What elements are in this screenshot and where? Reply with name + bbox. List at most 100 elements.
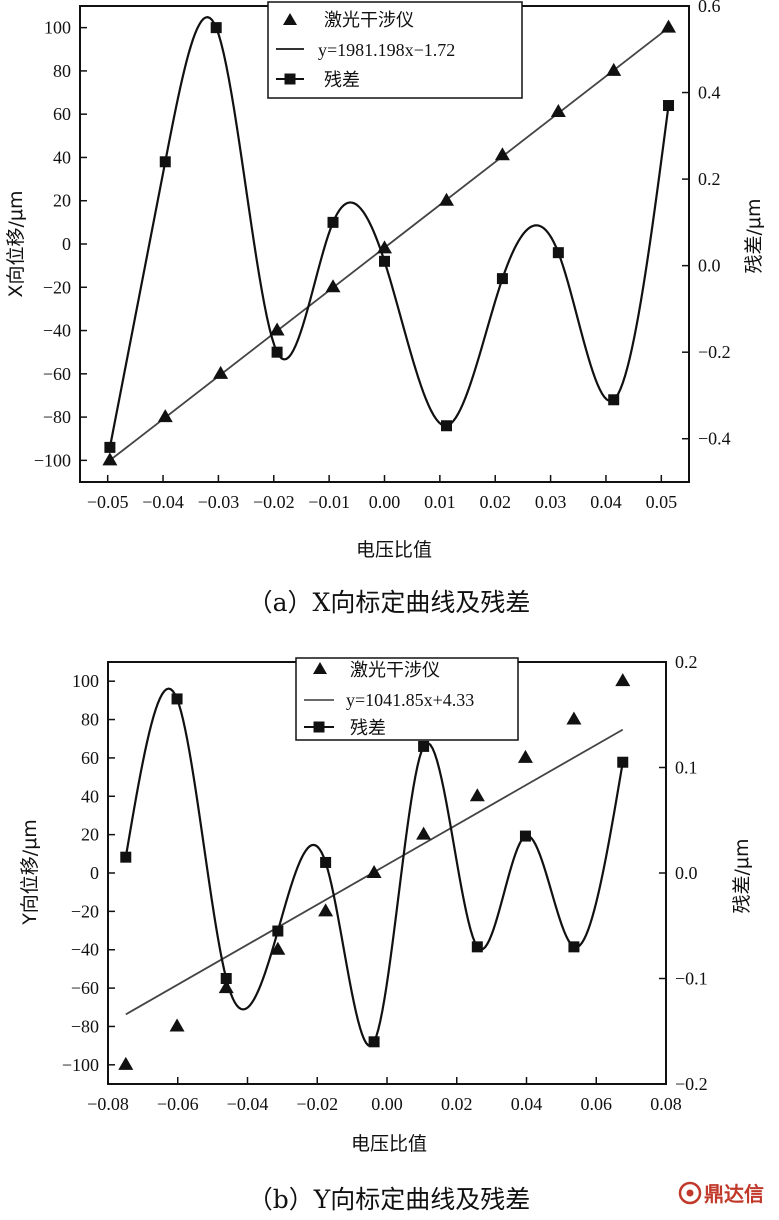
laser-point	[439, 192, 455, 206]
residual-point	[171, 693, 183, 705]
residual-point	[552, 247, 564, 259]
laser-point	[157, 409, 173, 423]
legend-entry-laser-a: 激光干涉仪	[324, 10, 414, 31]
logo-icon	[678, 1181, 702, 1205]
laser-point	[118, 1056, 134, 1070]
residual-point	[608, 394, 620, 406]
residual-point	[617, 756, 629, 768]
ticks-b: −0.08 −0.06 −0.04 −0.02 0.00 0.02 0.04 0.06 0.08…	[62, 652, 708, 1114]
y-tick-label: −100	[34, 450, 71, 470]
laser-point	[218, 980, 234, 994]
x-tick-label: 0.00	[371, 1094, 403, 1114]
caption-a: （a）X向标定曲线及残差	[248, 588, 531, 617]
x-tick-label: 0.03	[535, 492, 567, 512]
residual-point	[104, 441, 116, 453]
chart-a: −0.05 −0.04 −0.03 −0.02 −0.01 0.00 0.01 0.02 0.0…	[5, 0, 765, 617]
legend-box-a	[267, 1, 523, 99]
residual-point	[519, 830, 531, 842]
y-tick-label: −20	[71, 901, 99, 921]
residual-point	[220, 973, 232, 984]
x-tick-label: 0.04	[590, 492, 622, 512]
y-tick-label: 80	[53, 61, 71, 81]
y2-tick-label: 0.4	[698, 83, 721, 103]
y-tick-label: −40	[43, 321, 71, 341]
x-tick-label: 0.01	[424, 492, 456, 512]
laser-point	[615, 673, 631, 687]
residual-point	[663, 100, 675, 112]
y2-axis-label-b: 残差/μm	[731, 839, 753, 914]
x-tick-label: 0.05	[646, 492, 678, 512]
legend-entry-residual-a: 残差	[324, 70, 360, 91]
residual-point	[418, 740, 430, 752]
y-tick-label: −20	[43, 277, 71, 297]
x-tick-label: −0.02	[296, 1094, 338, 1114]
y-tick-label: −80	[43, 407, 71, 427]
x-tick-label: 0.08	[650, 1094, 682, 1114]
y-tick-label: 20	[81, 825, 99, 845]
y-tick-label: 100	[44, 18, 71, 38]
laser-point	[269, 322, 285, 336]
residual-point	[210, 22, 222, 34]
x-tick-label: 0.04	[511, 1094, 543, 1114]
y2-tick-label: 0.1	[675, 758, 698, 778]
residual-point	[272, 925, 284, 937]
logo-icon-dot	[686, 1189, 694, 1197]
marks-b	[118, 673, 631, 1070]
ticks-a: −0.05 −0.04 −0.03 −0.02 −0.01 0.00 0.01 0.02 0.0…	[34, 0, 731, 512]
y-axis-label-a: X向位移/μm	[5, 190, 27, 297]
y2-tick-label: −0.4	[698, 429, 731, 449]
legend-triangle-marker	[283, 13, 297, 25]
y2-tick-label: 0.2	[698, 169, 721, 189]
residual-point	[441, 420, 453, 432]
y-tick-label: −60	[71, 978, 99, 998]
residual-point	[159, 156, 171, 168]
y-tick-label: 60	[53, 104, 71, 124]
laser-point	[270, 941, 286, 955]
x-tick-label: 0.00	[369, 492, 401, 512]
y2-tick-label: −0.2	[698, 342, 731, 362]
y2-tick-label: 0.0	[675, 863, 698, 883]
laser-point	[416, 826, 432, 840]
y2-tick-label: 0.0	[698, 256, 721, 276]
x-tick-label: −0.03	[198, 492, 240, 512]
y2-axis-label-a: 残差/μm	[743, 199, 765, 274]
y2-tick-label: 0.6	[698, 0, 721, 16]
legend-a: 激光干涉仪 y=1981.198x−1.72 残差	[267, 1, 523, 99]
x-tick-label: −0.02	[253, 492, 295, 512]
laser-point	[366, 865, 382, 878]
fit-line	[109, 27, 670, 462]
y-tick-label: 100	[72, 671, 99, 691]
legend-square-marker	[313, 721, 325, 733]
x-axis-label-a: 电压比值	[356, 539, 432, 561]
residual-point	[120, 851, 132, 863]
x-tick-label: −0.01	[308, 492, 350, 512]
x-tick-label: −0.05	[87, 492, 129, 512]
laser-point	[213, 365, 229, 379]
laser-point	[566, 711, 582, 725]
laser-point	[102, 452, 118, 466]
x-tick-label: −0.06	[157, 1094, 199, 1114]
laser-point	[325, 279, 341, 293]
y2-tick-label: −0.1	[675, 969, 708, 989]
legend-entry-fit-a: y=1981.198x−1.72	[318, 40, 455, 60]
y-tick-label: 0	[90, 863, 99, 883]
y-tick-label: 40	[53, 147, 71, 167]
y-tick-label: 60	[81, 748, 99, 768]
residual-point	[496, 273, 508, 285]
laser-point	[606, 62, 622, 76]
x-tick-label: 0.02	[441, 1094, 473, 1114]
residual-point	[379, 255, 390, 267]
watermark: 鼎达信	[678, 1181, 764, 1206]
laser-point	[469, 788, 485, 802]
y-tick-label: 20	[53, 191, 71, 211]
legend-triangle-marker	[313, 662, 327, 674]
laser-point	[169, 1018, 185, 1032]
watermark-text: 鼎达信	[704, 1182, 764, 1206]
y-tick-label: 40	[81, 786, 99, 806]
y2-tick-label: −0.2	[675, 1074, 708, 1094]
y-axis-label-b: Y向位移/μm	[19, 819, 41, 926]
x-tick-label: 0.02	[479, 492, 511, 512]
chart-b: −0.08 −0.06 −0.04 −0.02 0.00 0.02 0.04 0.06 0.08…	[19, 652, 753, 1214]
y2-tick-label: 0.2	[675, 652, 698, 672]
